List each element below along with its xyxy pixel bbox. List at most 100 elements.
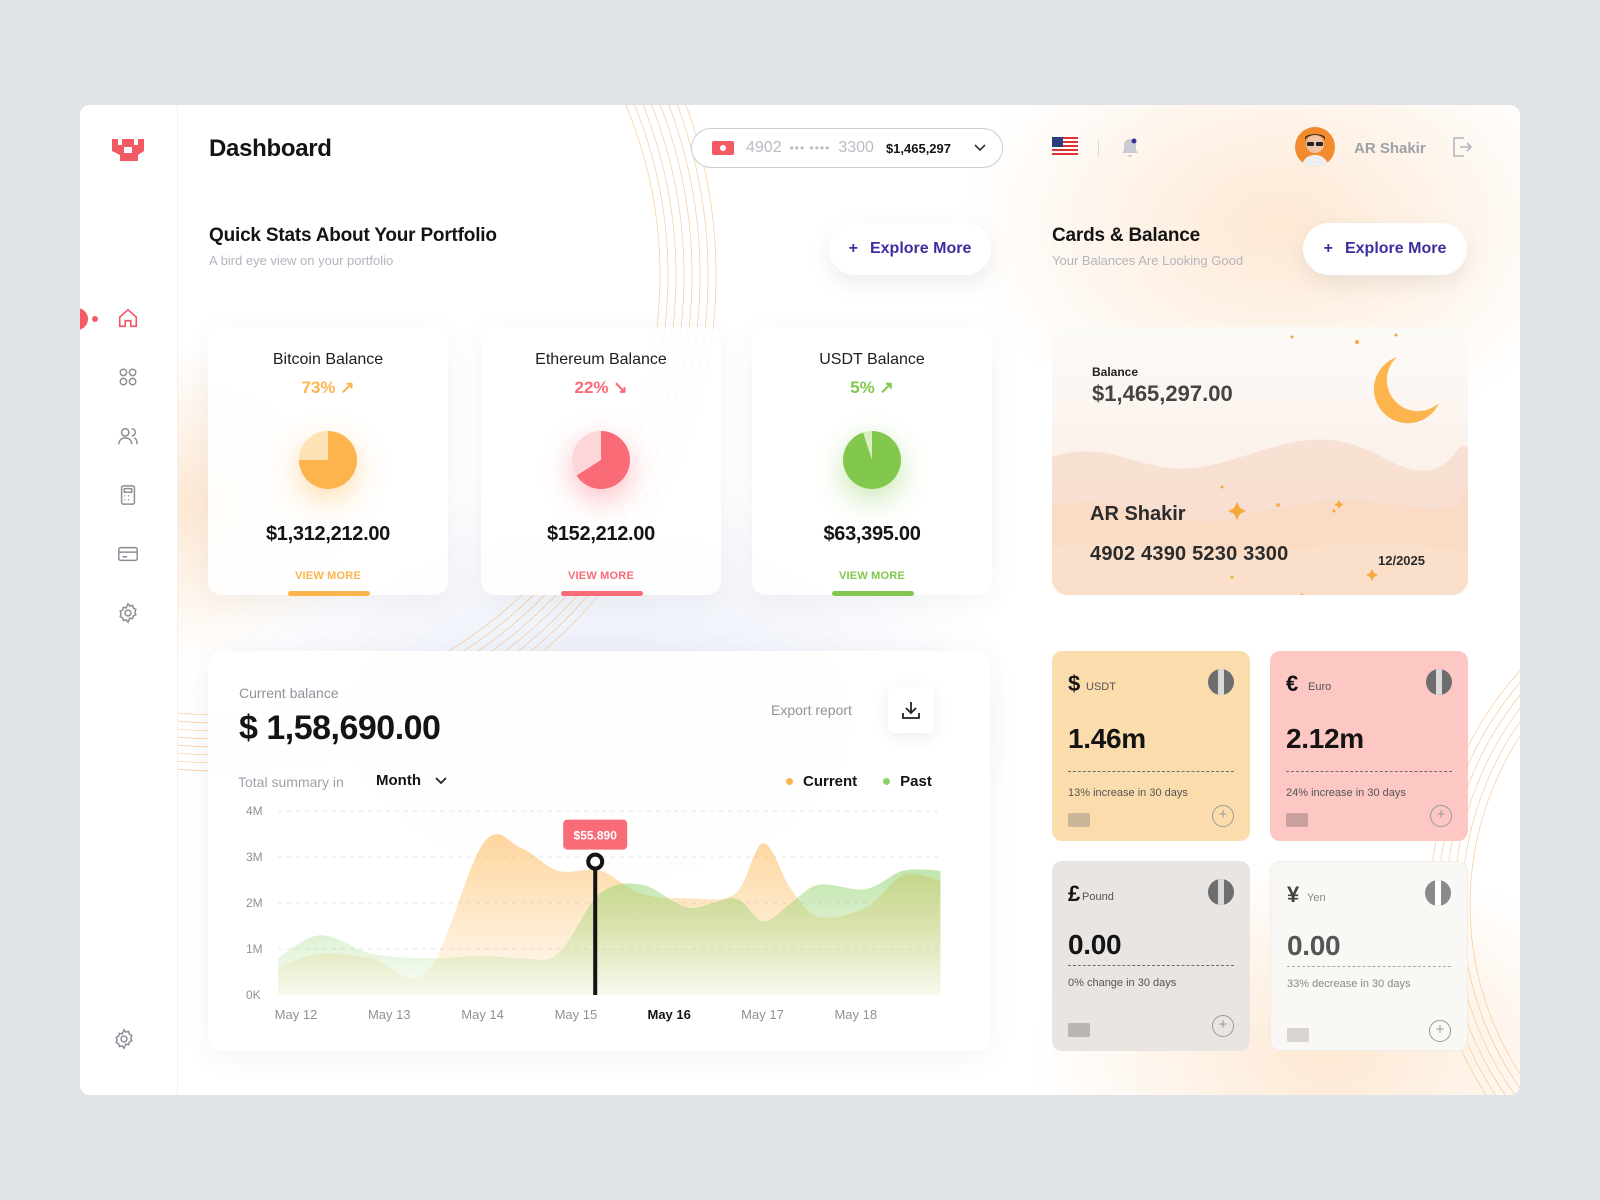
card-selector[interactable]: 4902 ••• •••• 3300 $1,465,297 <box>691 128 1003 168</box>
card-landscape-art <box>1052 333 1468 595</box>
card-number: 4902 4390 5230 3300 <box>1090 543 1289 565</box>
calculator-icon[interactable] <box>114 481 142 509</box>
add-button[interactable]: + <box>1212 805 1234 827</box>
current-balance-label: Current balance <box>239 685 339 701</box>
portfolio-explore-button[interactable]: + Explore More <box>829 223 991 275</box>
user-name: AR Shakir <box>1354 140 1426 157</box>
currency-card-pound[interactable]: £ Pound 0.00 0% change in 30 days + <box>1052 861 1250 1051</box>
download-button[interactable] <box>888 687 934 733</box>
legend-past-dot <box>883 778 891 785</box>
current-balance-panel: Current balance $ 1,58,690.00 Export rep… <box>208 651 990 1051</box>
users-icon[interactable] <box>114 422 142 450</box>
avatar[interactable] <box>1295 127 1335 167</box>
apps-grid-icon[interactable] <box>114 363 142 391</box>
x-tick-label: May 12 <box>275 1007 318 1022</box>
bitcoin-pie <box>299 431 357 489</box>
x-tick-label: May 15 <box>555 1007 598 1022</box>
divider <box>1068 771 1234 772</box>
currency-note: 24% increase in 30 days <box>1286 787 1406 799</box>
x-tick-label: May 14 <box>461 1007 504 1022</box>
arrow-down-right-icon: ↘ <box>613 378 628 397</box>
card-icon <box>1287 1028 1309 1042</box>
notification-bell-icon[interactable] <box>1120 137 1140 164</box>
moon-icon <box>1373 357 1439 424</box>
card-number-last: 3300 <box>838 139 874 156</box>
tooltip-bubble <box>563 819 628 850</box>
usdt-pie <box>843 431 901 489</box>
brand-logo[interactable] <box>110 135 146 163</box>
stat-percent: 22% ↘ <box>574 378 628 397</box>
card-selector-amount: $1,465,297 <box>885 140 952 156</box>
view-more-link[interactable]: VIEW MORE <box>295 570 361 582</box>
x-tick-label: May 18 <box>834 1007 877 1022</box>
currency-note: 13% increase in 30 days <box>1068 787 1188 799</box>
cards-explore-button[interactable]: + Explore More <box>1303 223 1467 275</box>
currency-value: 0.00 <box>1068 929 1122 960</box>
export-report-label[interactable]: Export report <box>771 702 852 718</box>
legend-past: Past <box>900 773 932 790</box>
portfolio-heading: Quick Stats About Your Portfolio A bird … <box>209 225 497 268</box>
currency-card-usdt[interactable]: $ USDT 1.46m 13% increase in 30 days + <box>1052 651 1250 841</box>
marker-point <box>586 852 605 871</box>
legend-current-dot <box>786 778 793 785</box>
cards-balance-heading: Cards & Balance Your Balances Are Lookin… <box>1052 225 1243 268</box>
settings-bottom-icon[interactable] <box>110 1025 138 1053</box>
explore-label: Explore More <box>1344 240 1447 257</box>
currency-card-euro[interactable]: € Euro 2.12m 24% increase in 30 days + <box>1270 651 1468 841</box>
balance-amount: $1,465,297.00 <box>1092 381 1233 406</box>
summary-label: Total summary in <box>238 774 344 790</box>
x-tick-label: May 16 <box>648 1007 691 1022</box>
logout-icon[interactable] <box>1452 136 1473 163</box>
period-dropdown[interactable]: Month <box>376 772 447 789</box>
stat-name: Bitcoin Balance <box>272 351 384 368</box>
cards-balance-title: Cards & Balance <box>1052 225 1201 246</box>
currency-symbol: $ <box>1068 671 1081 696</box>
card-icon <box>1286 813 1308 827</box>
add-button[interactable]: + <box>1430 805 1452 827</box>
currency-value: 2.12m <box>1286 723 1364 754</box>
currency-note: 33% decrease in 30 days <box>1287 978 1411 990</box>
view-more-link[interactable]: VIEW MORE <box>839 570 905 582</box>
legend-current: Current <box>803 773 858 790</box>
balance-label: Balance <box>1092 365 1139 379</box>
home-icon[interactable] <box>114 304 142 332</box>
stat-name: USDT Balance <box>819 351 925 368</box>
chart-legend: Current Past <box>786 773 932 790</box>
currency-name: Pound <box>1082 891 1114 903</box>
credit-card-icon[interactable] <box>114 540 142 568</box>
active-indicator <box>80 308 88 330</box>
add-button[interactable]: + <box>1429 1020 1451 1042</box>
x-tick-label: May 13 <box>368 1007 411 1022</box>
view-more-link[interactable]: VIEW MORE <box>568 570 634 582</box>
stat-amount: $63,395.00 <box>823 523 921 545</box>
sidebar <box>80 105 178 1095</box>
arrow-up-right-icon: ↗ <box>340 378 355 397</box>
portfolio-subtitle: A bird eye view on your portfolio <box>209 253 394 268</box>
header-divider <box>1098 139 1099 157</box>
card-icon <box>1068 1023 1090 1037</box>
y-tick-label: 0K <box>246 988 261 1002</box>
balance-area-chart: 4M 3M 2M 1M 0K May 12 May 13 May 14 May 15 May 16… <box>246 804 941 1022</box>
balance-card[interactable]: Balance $1,465,297.00 AR Shakir 4902 439… <box>1052 327 1468 595</box>
stat-card-usdt[interactable]: USDT Balance 5% ↗ $63,395.00 VIEW MORE <box>752 327 992 596</box>
stat-card-ethereum[interactable]: Ethereum Balance 22% ↘ $152,212.00 VIEW … <box>481 327 721 596</box>
accent-bar <box>832 591 914 596</box>
settings-icon[interactable] <box>114 599 142 627</box>
coin-logo-icon <box>1426 669 1452 695</box>
currency-symbol: € <box>1286 671 1299 696</box>
y-tick-label: 2M <box>246 896 263 910</box>
card-expiry: 12/2025 <box>1378 553 1425 568</box>
add-button[interactable]: + <box>1212 1015 1234 1037</box>
stat-card-bitcoin[interactable]: Bitcoin Balance 73% ↗ $1,312,212.00 VIEW… <box>208 327 448 596</box>
flag-us-icon[interactable] <box>1052 137 1078 160</box>
download-icon <box>902 702 920 719</box>
divider <box>1286 771 1452 772</box>
y-tick-label: 1M <box>246 942 263 956</box>
divider <box>1287 966 1451 967</box>
y-tick-label: 4M <box>246 804 263 818</box>
portfolio-title: Quick Stats About Your Portfolio <box>209 225 497 246</box>
card-icon <box>1068 813 1090 827</box>
x-tick-label: May 17 <box>741 1007 784 1022</box>
currency-card-yen[interactable]: ¥ Yen 0.00 33% decrease in 30 days + <box>1270 861 1468 1051</box>
stat-percent: 5% ↗ <box>850 378 894 397</box>
